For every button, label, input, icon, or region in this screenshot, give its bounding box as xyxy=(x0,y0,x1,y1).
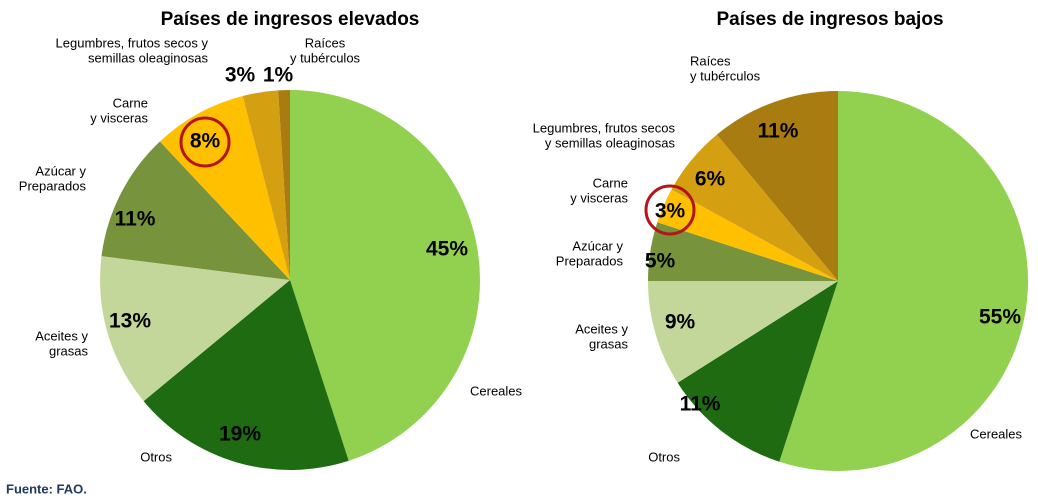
category-label: Azúcar y Preparados xyxy=(556,239,624,269)
value-label: 55% xyxy=(979,306,1021,329)
category-label: Otros xyxy=(140,449,172,464)
value-label: 11% xyxy=(680,393,721,416)
pie-slice xyxy=(716,91,838,281)
pie-slice xyxy=(648,281,838,383)
pie-slice xyxy=(671,134,838,281)
category-label: Aceites y grasas xyxy=(35,329,88,359)
value-label: 19% xyxy=(219,423,261,446)
pie-slice xyxy=(159,95,290,280)
category-label: Carne y visceras xyxy=(570,176,628,206)
pie-slice xyxy=(657,189,838,281)
category-label: Legumbres, frutos secos y semillas oleagi… xyxy=(533,121,676,151)
value-label: 45% xyxy=(426,238,468,261)
value-label: 5% xyxy=(645,250,676,273)
pie-slice xyxy=(290,90,481,461)
category-label: Cereales xyxy=(470,383,523,398)
category-label: Aceites y grasas xyxy=(575,322,628,352)
category-label: Raíces y tubérculos xyxy=(690,54,761,84)
value-label: 13% xyxy=(109,310,151,333)
pie-slice xyxy=(101,141,291,280)
pie-slice xyxy=(648,222,838,281)
category-label: Carne y visceras xyxy=(90,96,148,126)
value-label: 8% xyxy=(190,130,221,153)
chart-title: Países de ingresos bajos xyxy=(716,9,943,30)
pie-slice xyxy=(278,90,290,280)
value-label: 9% xyxy=(665,311,696,334)
pie-slice xyxy=(779,91,1028,471)
highlight-ring xyxy=(179,116,231,168)
category-label: Otros xyxy=(648,449,680,464)
value-label: 6% xyxy=(695,168,726,191)
pie-slice xyxy=(100,256,290,402)
value-label: 11% xyxy=(758,120,799,143)
category-label: Raíces y tubérculos xyxy=(290,36,361,66)
source: Fuente: FAO. xyxy=(6,481,87,496)
pie-slice xyxy=(242,90,290,280)
highlight-ring xyxy=(644,184,696,236)
value-label: 1% xyxy=(263,64,294,87)
category-label: Azúcar y Preparados xyxy=(19,164,87,194)
value-label: 11% xyxy=(115,208,156,231)
pie-slice xyxy=(143,280,349,471)
value-label: 3% xyxy=(225,64,256,87)
category-label: Legumbres, frutos secos y semillas oleagi… xyxy=(56,36,209,66)
pie-slice xyxy=(677,281,838,462)
chart-title: Países de ingresos elevados xyxy=(161,9,420,30)
category-label: Cereales xyxy=(970,426,1023,441)
value-label: 3% xyxy=(655,200,686,223)
